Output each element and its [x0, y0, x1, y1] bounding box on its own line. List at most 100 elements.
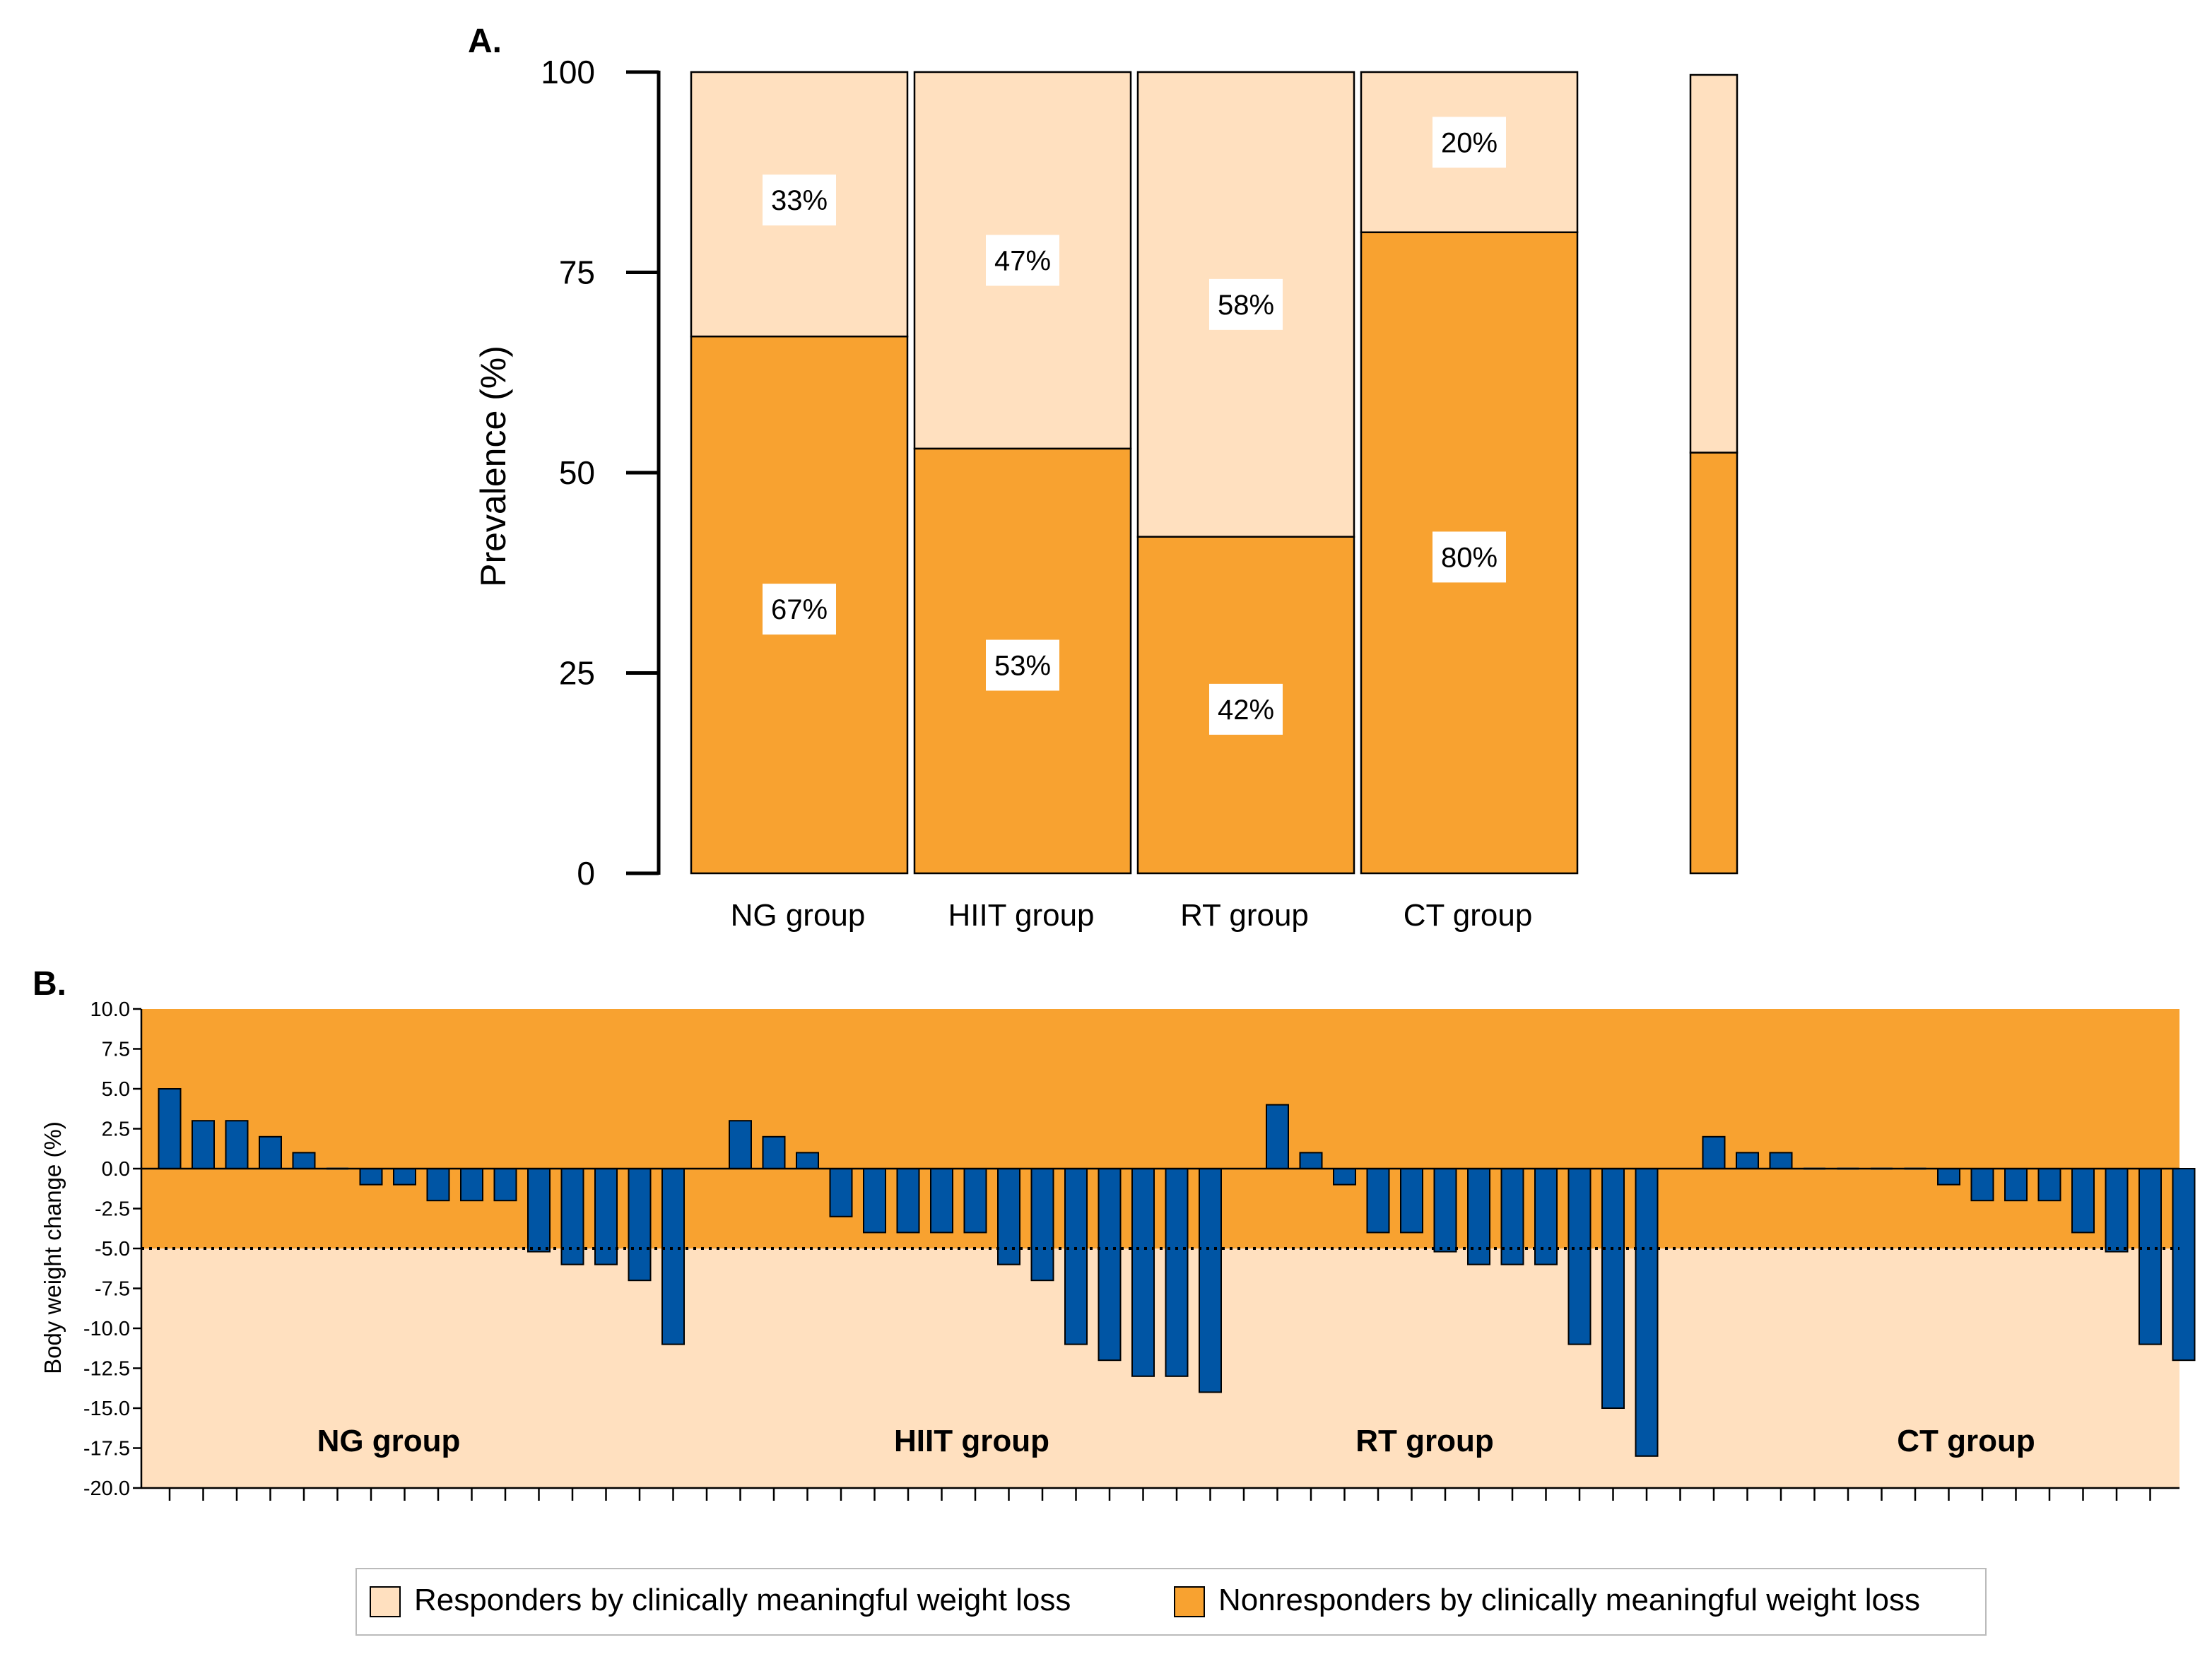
- weight-change-bar: [1199, 1168, 1222, 1393]
- group-label: HIIT group: [894, 1424, 1049, 1458]
- weight-change-bar: [1064, 1168, 1088, 1345]
- y-tick-label: -10.0: [83, 1318, 130, 1340]
- data-label-nonresponders: 80%: [1441, 542, 1498, 573]
- weight-change-bar: [1030, 1168, 1054, 1282]
- weight-change-bar: [1567, 1168, 1592, 1345]
- weight-change-bar: [1769, 1152, 1793, 1170]
- weight-change-bar: [225, 1120, 249, 1169]
- weight-change-bar: [661, 1168, 685, 1345]
- data-label-responders-box: [1209, 278, 1283, 330]
- responder-zone: [141, 1248, 2179, 1488]
- data-label-nonresponders-box: [1209, 683, 1283, 735]
- weight-change-bar: [292, 1152, 316, 1170]
- panel-b-chart: B. 10.0 7.5 5.0 2.5 0.0 -2.5 -5.0 -7.5 -10.0 -12.…: [33, 965, 2196, 1501]
- legend-swatch-responders: [370, 1586, 401, 1617]
- weight-change-bar: [1970, 1168, 1994, 1202]
- weight-change-bar: [1534, 1168, 1558, 1265]
- weight-change-bar: [2172, 1168, 2196, 1362]
- weight-change-bar: [1601, 1168, 1625, 1409]
- weight-change-bar: [393, 1168, 416, 1186]
- legend-frame: [355, 1568, 1987, 1636]
- y-tick-label: 0: [577, 855, 595, 892]
- panel-b-label: B.: [33, 965, 66, 1003]
- data-label-nonresponders: 67%: [771, 594, 828, 625]
- category-label: HIIT group: [948, 898, 1094, 933]
- weight-change-bar: [493, 1168, 517, 1202]
- weight-change-bar: [762, 1135, 786, 1170]
- legend-label-responders: Responders by clinically meaningful weig…: [414, 1583, 1071, 1617]
- data-label-responders: 33%: [771, 185, 828, 216]
- group-label: CT group: [1897, 1424, 2035, 1458]
- weight-change-bar: [829, 1168, 853, 1217]
- weight-change-bar: [527, 1168, 551, 1253]
- group-label: NG group: [317, 1424, 461, 1458]
- panel-b-y-axis-label: Body weight change (%): [40, 1121, 66, 1374]
- data-label-nonresponders: 53%: [994, 650, 1051, 681]
- panel-a-label: A.: [468, 23, 502, 60]
- panel-a-bars: 67% 33% 53% 47% 42% 58% 80% 20%: [690, 71, 1739, 875]
- panel-a-chart: A. Prevalence (%) 67% 33% 53% 47% 42% 58% 80% 2…: [468, 23, 1739, 933]
- data-label-responders-box: [763, 175, 836, 226]
- weight-change-bar: [628, 1168, 652, 1282]
- y-tick-label: 10.0: [90, 998, 130, 1021]
- y-tick-label: 100: [541, 54, 595, 90]
- y-tick-label: -17.5: [83, 1438, 130, 1460]
- weight-change-bar: [1299, 1152, 1323, 1170]
- weight-change-bar: [359, 1168, 383, 1186]
- weight-change-bar: [729, 1120, 752, 1169]
- group-label: RT group: [1355, 1424, 1494, 1458]
- weight-change-bar: [1165, 1168, 1189, 1377]
- category-label: CT group: [1404, 898, 1533, 933]
- category-label: NG group: [731, 898, 866, 933]
- data-label-nonresponders-box: [1432, 531, 1506, 583]
- data-label-responders-box: [1432, 117, 1506, 168]
- weight-change-bar: [1266, 1104, 1289, 1169]
- data-label-nonresponders-box: [986, 639, 1059, 691]
- weight-change-bar: [259, 1135, 282, 1170]
- data-label-nonresponders: 42%: [1218, 695, 1274, 726]
- weight-change-bar: [1333, 1168, 1356, 1186]
- weight-change-bar: [863, 1168, 886, 1234]
- weight-change-bar: [796, 1152, 819, 1170]
- weight-change-bar: [594, 1168, 618, 1265]
- legend-swatch-nonresponders: [1174, 1586, 1205, 1617]
- data-label-responders: 20%: [1441, 127, 1498, 158]
- weight-change-bar: [1635, 1168, 1659, 1457]
- y-tick-label: -20.0: [83, 1477, 130, 1500]
- nonresponder-zone: [141, 1009, 2179, 1248]
- y-tick-label: -5.0: [95, 1238, 130, 1261]
- weight-change-bar: [460, 1168, 483, 1202]
- weight-change-bar: [2071, 1168, 2095, 1234]
- weight-change-bar: [1500, 1168, 1524, 1265]
- y-tick-label: -12.5: [83, 1358, 130, 1381]
- weight-change-bar: [1098, 1168, 1122, 1362]
- weight-change-bar: [560, 1168, 584, 1265]
- panel-a-y-axis: 0 25 50 75 100: [541, 54, 661, 892]
- weight-change-bar: [1736, 1152, 1759, 1170]
- y-tick-label: 0.0: [102, 1158, 130, 1181]
- y-tick-label: -2.5: [95, 1198, 130, 1221]
- weight-change-bar: [158, 1088, 182, 1169]
- legend-label-nonresponders: Nonresponders by clinically meaningful w…: [1218, 1583, 1920, 1617]
- weight-change-bar: [997, 1168, 1020, 1265]
- weight-change-bar: [1366, 1168, 1390, 1234]
- weight-change-bar: [1937, 1168, 1960, 1186]
- legend: Responders by clinically meaningful weig…: [355, 1568, 1987, 1636]
- panel-a-y-axis-label: Prevalence (%): [473, 346, 513, 587]
- panel-b-background-zones: [141, 1009, 2179, 1488]
- weight-change-bar: [2139, 1168, 2162, 1345]
- overall-bar-responders: [1689, 73, 1739, 454]
- y-tick-label: -15.0: [83, 1398, 130, 1420]
- category-label: RT group: [1180, 898, 1309, 933]
- y-tick-label: -7.5: [95, 1278, 130, 1301]
- overall-bar-nonresponders: [1689, 451, 1739, 875]
- weight-change-bar: [426, 1168, 450, 1202]
- panel-a-category-labels: NG group HIIT group RT group CT group: [731, 898, 1533, 933]
- data-label-responders: 47%: [994, 245, 1051, 276]
- weight-change-bar: [930, 1168, 953, 1234]
- y-tick-label: 25: [559, 655, 595, 692]
- weight-change-bar: [963, 1168, 987, 1234]
- weight-change-bar: [2105, 1168, 2129, 1253]
- weight-change-bar: [2004, 1168, 2028, 1202]
